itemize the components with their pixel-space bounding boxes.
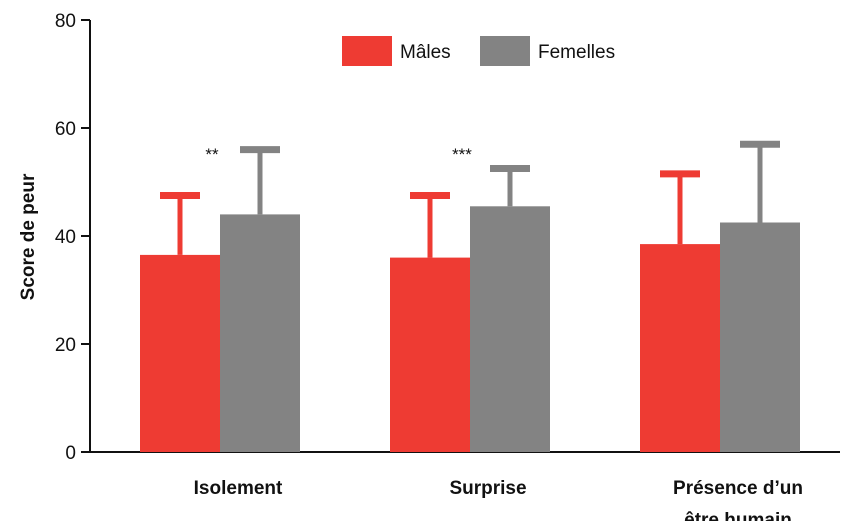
legend-label: Femelles — [538, 42, 615, 63]
y-tick-label: 20 — [55, 335, 76, 356]
bar — [640, 244, 720, 452]
bars: ** Isolement *** Surprise Présence d’un être … — [140, 140, 803, 521]
bar — [140, 254, 220, 452]
bar — [390, 257, 470, 452]
significance-label: *** — [452, 145, 472, 164]
y-axis-title: Score de peur — [18, 173, 39, 300]
legend-swatch — [342, 36, 392, 66]
category-label: Surprise — [449, 478, 526, 499]
y-tick-label: 80 — [55, 11, 76, 32]
legend-swatch — [480, 36, 530, 66]
y-tick-label: 40 — [55, 227, 76, 248]
bar — [720, 222, 800, 452]
category-label: être humain — [684, 510, 792, 521]
bar — [220, 214, 300, 452]
legend: Mâles Femelles — [342, 36, 615, 66]
category-label: Présence d’un — [673, 478, 803, 499]
bar — [470, 206, 550, 452]
y-tick-label: 0 — [65, 443, 76, 464]
significance-label: ** — [205, 145, 219, 164]
legend-label: Mâles — [400, 42, 451, 63]
y-tick-label: 60 — [55, 119, 76, 140]
category-label: Isolement — [194, 478, 283, 499]
